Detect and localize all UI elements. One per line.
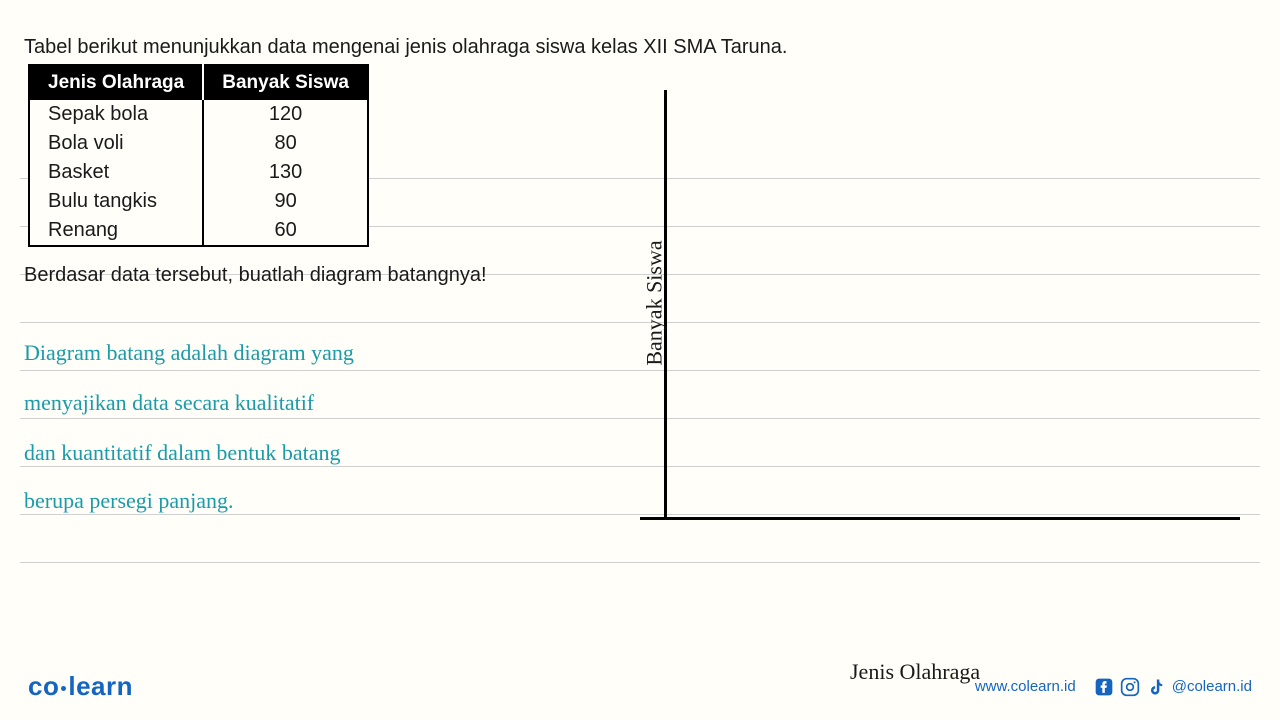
table-header-sport: Jenis Olahraga [29, 65, 203, 100]
handwritten-note-line: dan kuantitatif dalam bentuk batang [24, 438, 340, 469]
count-cell: 90 [203, 187, 368, 216]
count-cell: 130 [203, 158, 368, 187]
footer-right: www.colearn.id @colearn.id [975, 677, 1252, 697]
social-handle: @colearn.id [1172, 678, 1252, 695]
sport-cell: Renang [29, 216, 203, 246]
sport-cell: Bulu tangkis [29, 187, 203, 216]
y-axis-label: Banyak Siswa [642, 240, 668, 365]
table-row: Renang 60 [29, 216, 368, 246]
brand-part1: co [28, 671, 59, 701]
social-icons-group: @colearn.id [1094, 677, 1252, 697]
handwritten-note-line: menyajikan data secara kualitatif [24, 388, 314, 419]
sport-cell: Sepak bola [29, 100, 203, 129]
brand-part2: learn [68, 671, 133, 701]
sport-cell: Bola voli [29, 129, 203, 158]
sport-cell: Basket [29, 158, 203, 187]
website-url: www.colearn.id [975, 678, 1076, 695]
x-axis-line [640, 517, 1240, 520]
instagram-icon [1120, 677, 1140, 697]
table-row: Bulu tangkis 90 [29, 187, 368, 216]
tiktok-icon [1146, 677, 1166, 697]
table-header-count: Banyak Siswa [203, 65, 368, 100]
footer: colearn www.colearn.id @colearn.id [0, 671, 1280, 702]
handwritten-note-line: berupa persegi panjang. [24, 486, 234, 517]
count-cell: 120 [203, 100, 368, 129]
table-row: Sepak bola 120 [29, 100, 368, 129]
handwritten-note-line: Diagram batang adalah diagram yang [24, 338, 354, 369]
count-cell: 60 [203, 216, 368, 246]
question-intro: Tabel berikut menunjukkan data mengenai … [24, 36, 787, 59]
brand-dot-icon [61, 686, 66, 691]
facebook-icon [1094, 677, 1114, 697]
table-row: Basket 130 [29, 158, 368, 187]
count-cell: 80 [203, 129, 368, 158]
brand-logo: colearn [28, 671, 133, 702]
sports-data-table: Jenis Olahraga Banyak Siswa Sepak bola 1… [28, 64, 369, 247]
table-row: Bola voli 80 [29, 129, 368, 158]
bar-chart-axes: Banyak Siswa Jenis Olahraga [640, 90, 1240, 570]
question-instruction: Berdasar data tersebut, buatlah diagram … [24, 264, 487, 287]
